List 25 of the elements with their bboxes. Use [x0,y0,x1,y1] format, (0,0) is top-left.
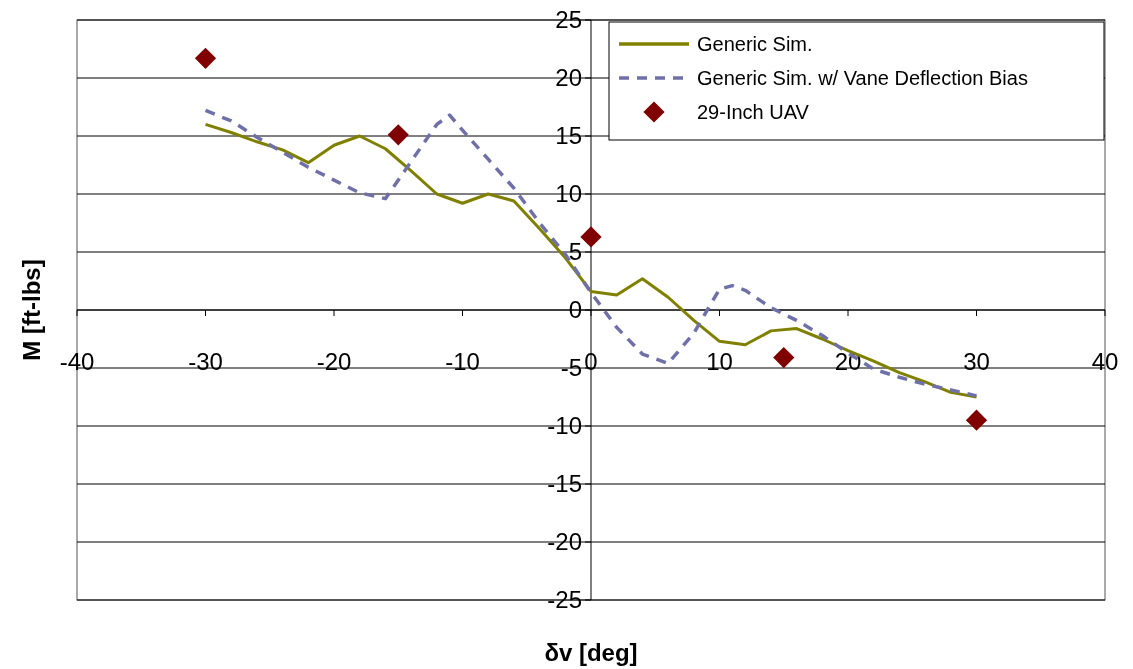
x-tick-label: 10 [706,348,733,375]
y-tick-label: -15 [547,470,582,497]
y-tick-label: 10 [555,180,582,207]
y-tick-label: 20 [555,64,582,91]
legend-label: Generic Sim. [697,33,813,55]
point [194,47,217,69]
point [580,226,602,248]
x-tick-label: -20 [316,348,352,375]
legend-label: 29-Inch UAV [697,101,810,123]
y-tick-label: -20 [547,528,582,555]
y-tick-label: 5 [568,238,582,265]
x-tick-label: -30 [188,348,223,375]
point [773,346,795,369]
y-axis-title: M [ft-lbs] [18,259,45,361]
point [965,409,988,431]
legend-label: Generic Sim. w/ Vane Deflection Bias [697,67,1028,89]
x-tick-label: -40 [59,348,95,375]
y-tick-label: -5 [560,354,582,381]
x-tick-label: 30 [963,348,990,375]
point [387,124,409,146]
x-tick-label: 40 [1091,348,1119,375]
y-tick-label: 15 [555,122,582,149]
y-tick-label: -10 [547,412,582,439]
x-tick-label: -10 [445,348,480,375]
x-axis-title: δv [deg] [544,639,638,666]
